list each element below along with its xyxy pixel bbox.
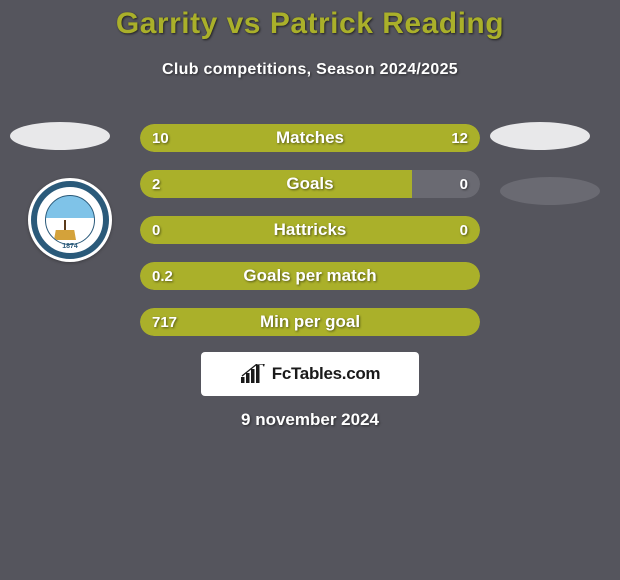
value-left: 0.2 (152, 262, 173, 290)
comparison-row: Goals per match0.2 (140, 262, 480, 290)
club-badge-year: 1874 (37, 243, 103, 250)
row-label: Min per goal (140, 308, 480, 336)
player-right-placeholder (490, 122, 590, 150)
comparison-chart: Matches1012Goals20Hattricks00Goals per m… (140, 124, 480, 354)
report-date: 9 november 2024 (0, 410, 620, 430)
club-badge-left: 1874 (28, 178, 112, 262)
ship-mast-icon (64, 220, 66, 230)
value-left: 10 (152, 124, 169, 152)
source-badge: FcTables.com (201, 352, 419, 396)
row-label: Matches (140, 124, 480, 152)
value-left: 717 (152, 308, 177, 336)
comparison-row: Matches10 12 (140, 124, 480, 152)
row-label: Hattricks (140, 216, 480, 244)
row-label: Goals per match (140, 262, 480, 290)
value-right: 0 (460, 170, 468, 198)
row-label: Goals (140, 170, 480, 198)
page-subtitle: Club competitions, Season 2024/2025 (0, 61, 620, 79)
comparison-row: Min per goal717 (140, 308, 480, 336)
comparison-row: Hattricks0 0 (140, 216, 480, 244)
player-left-placeholder (10, 122, 110, 150)
value-left: 2 (152, 170, 160, 198)
comparison-row: Goals2 0 (140, 170, 480, 198)
player-right-placeholder-2 (500, 177, 600, 205)
value-right: 12 (451, 124, 468, 152)
club-badge-inner (45, 195, 95, 245)
page-title: Garrity vs Patrick Reading (0, 0, 620, 41)
ship-icon (54, 230, 76, 240)
bars-icon (240, 364, 266, 384)
value-left: 0 (152, 216, 160, 244)
value-right: 0 (460, 216, 468, 244)
club-badge-ring: 1874 (31, 181, 109, 259)
source-badge-text: FcTables.com (272, 364, 381, 384)
